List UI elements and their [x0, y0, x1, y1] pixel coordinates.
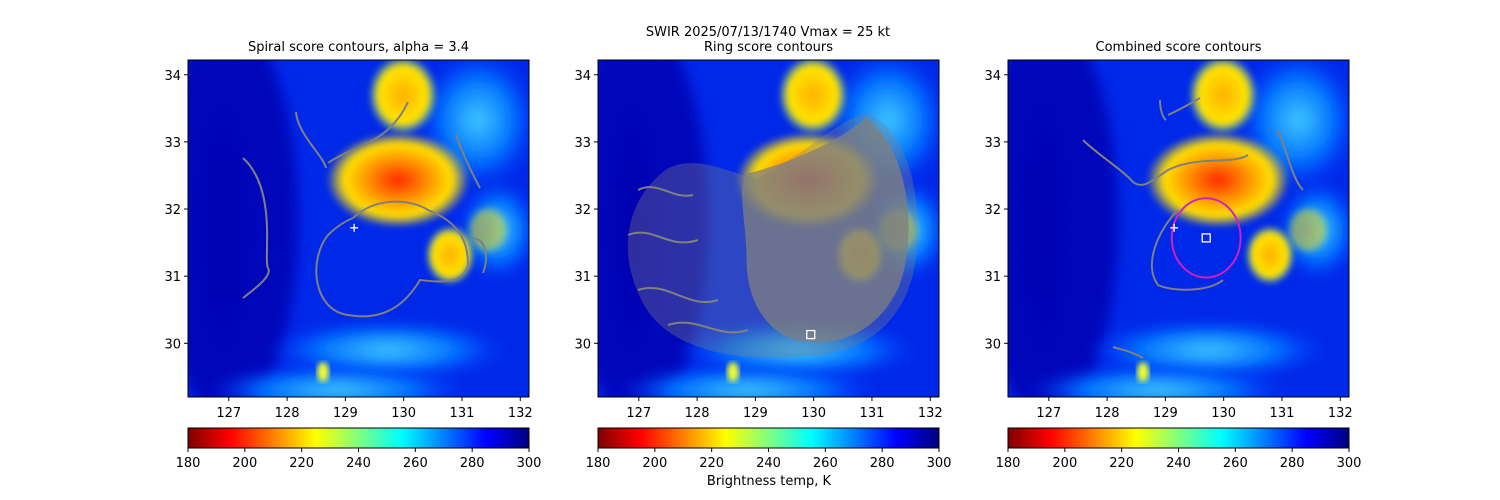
axes-frame [187, 59, 530, 398]
panel-3: Combined score contours 127 128 129 130 131 13… [984, 40, 1362, 471]
y-tick-label: 31 [574, 270, 591, 285]
colorbar-tick-label: 220 [699, 456, 724, 471]
colorbar: 180 200 220 240 260 280 300 [586, 427, 952, 471]
x-tick-label: 128 [685, 406, 710, 421]
score-contours [1082, 97, 1304, 359]
colorbar-tick-label: 180 [996, 456, 1021, 471]
axes-frame [597, 59, 940, 398]
x-tick-label: 129 [743, 406, 768, 421]
colorbar: 180 200 220 240 260 280 300 [996, 427, 1362, 471]
colorbar-tick-label: 300 [927, 456, 952, 471]
colorbar-tick-label: 280 [1280, 456, 1305, 471]
colorbar-tick-label: 240 [1166, 456, 1191, 471]
center-square-marker [806, 329, 816, 340]
score-contours [627, 113, 918, 358]
colorbar-tick-label: 240 [756, 456, 781, 471]
colorbar-tick-label: 180 [586, 456, 611, 471]
colorbar-tick-label: 220 [1109, 456, 1134, 471]
colorbar-tick-label: 300 [517, 456, 542, 471]
axes-frame [1007, 59, 1350, 398]
fit-circle [1170, 197, 1242, 279]
y-tick-label: 32 [984, 203, 1001, 218]
center-plus-marker [350, 223, 359, 232]
colorbar-tick-label: 260 [403, 456, 428, 471]
y-tick-label: 31 [984, 270, 1001, 285]
panels: Spiral score contours, alpha = 3.4 127 128… [164, 40, 1362, 471]
y-tick-label: 34 [984, 69, 1001, 84]
colorbar-tick-label: 240 [346, 456, 371, 471]
colorbar-tick-label: 280 [870, 456, 895, 471]
x-tick-label: 127 [626, 406, 651, 421]
panel-title: Combined score contours [1096, 40, 1262, 55]
x-tick-label: 127 [1036, 406, 1061, 421]
y-tick-label: 30 [984, 337, 1001, 352]
x-tick-label: 132 [918, 406, 943, 421]
colorbar-bar [597, 427, 940, 449]
colorbar-tick-label: 280 [460, 456, 485, 471]
y-tick-label: 30 [574, 337, 591, 352]
y-tick-label: 31 [164, 270, 181, 285]
colorbar-tick-label: 180 [176, 456, 201, 471]
x-tick-label: 132 [1328, 406, 1353, 421]
y-tick-label: 32 [574, 203, 591, 218]
satellite-image [188, 60, 529, 397]
center-square-marker [1201, 233, 1211, 243]
x-tick-label: 130 [391, 406, 416, 421]
x-tick-label: 131 [860, 406, 885, 421]
x-tick-label: 132 [508, 406, 533, 421]
panel-2: Ring score contours 127 128 129 130 131 132 30 3… [574, 40, 952, 471]
center-plus-marker [1170, 223, 1179, 232]
colorbar-tick-label: 200 [642, 456, 667, 471]
colorbar-bar [187, 427, 530, 449]
x-tick-label: 129 [1153, 406, 1178, 421]
colorbar-tick-label: 200 [232, 456, 257, 471]
y-tick-label: 32 [164, 203, 181, 218]
y-tick-label: 30 [164, 337, 181, 352]
y-tick-label: 34 [164, 69, 181, 84]
satellite-image [598, 60, 939, 397]
colorbar-tick-label: 260 [813, 456, 838, 471]
y-tick-label: 33 [984, 136, 1001, 151]
x-tick-label: 130 [1211, 406, 1236, 421]
colorbar-tick-label: 260 [1223, 456, 1248, 471]
x-tick-label: 128 [275, 406, 300, 421]
colorbar: 180 200 220 240 260 280 300 [176, 427, 542, 471]
x-tick-label: 131 [450, 406, 475, 421]
colorbar-bar [1007, 427, 1350, 449]
x-tick-label: 128 [1095, 406, 1120, 421]
panel-title: Spiral score contours, alpha = 3.4 [248, 40, 469, 55]
y-tick-label: 33 [574, 136, 591, 151]
x-tick-label: 127 [216, 406, 241, 421]
colorbar-tick-label: 220 [289, 456, 314, 471]
y-tick-label: 34 [574, 69, 591, 84]
suptitle: SWIR 2025/07/13/1740 Vmax = 25 kt [646, 25, 890, 40]
score-contours [242, 101, 487, 318]
x-tick-label: 129 [333, 406, 358, 421]
x-tick-label: 130 [801, 406, 826, 421]
panel-1: Spiral score contours, alpha = 3.4 127 128… [164, 40, 542, 471]
x-tick-label: 131 [1270, 406, 1295, 421]
colorbar-label: Brightness temp, K [707, 474, 832, 489]
y-tick-label: 33 [164, 136, 181, 151]
colorbar-tick-label: 200 [1052, 456, 1077, 471]
satellite-image [1008, 60, 1349, 397]
colorbar-tick-label: 300 [1337, 456, 1362, 471]
panel-title: Ring score contours [704, 40, 833, 55]
